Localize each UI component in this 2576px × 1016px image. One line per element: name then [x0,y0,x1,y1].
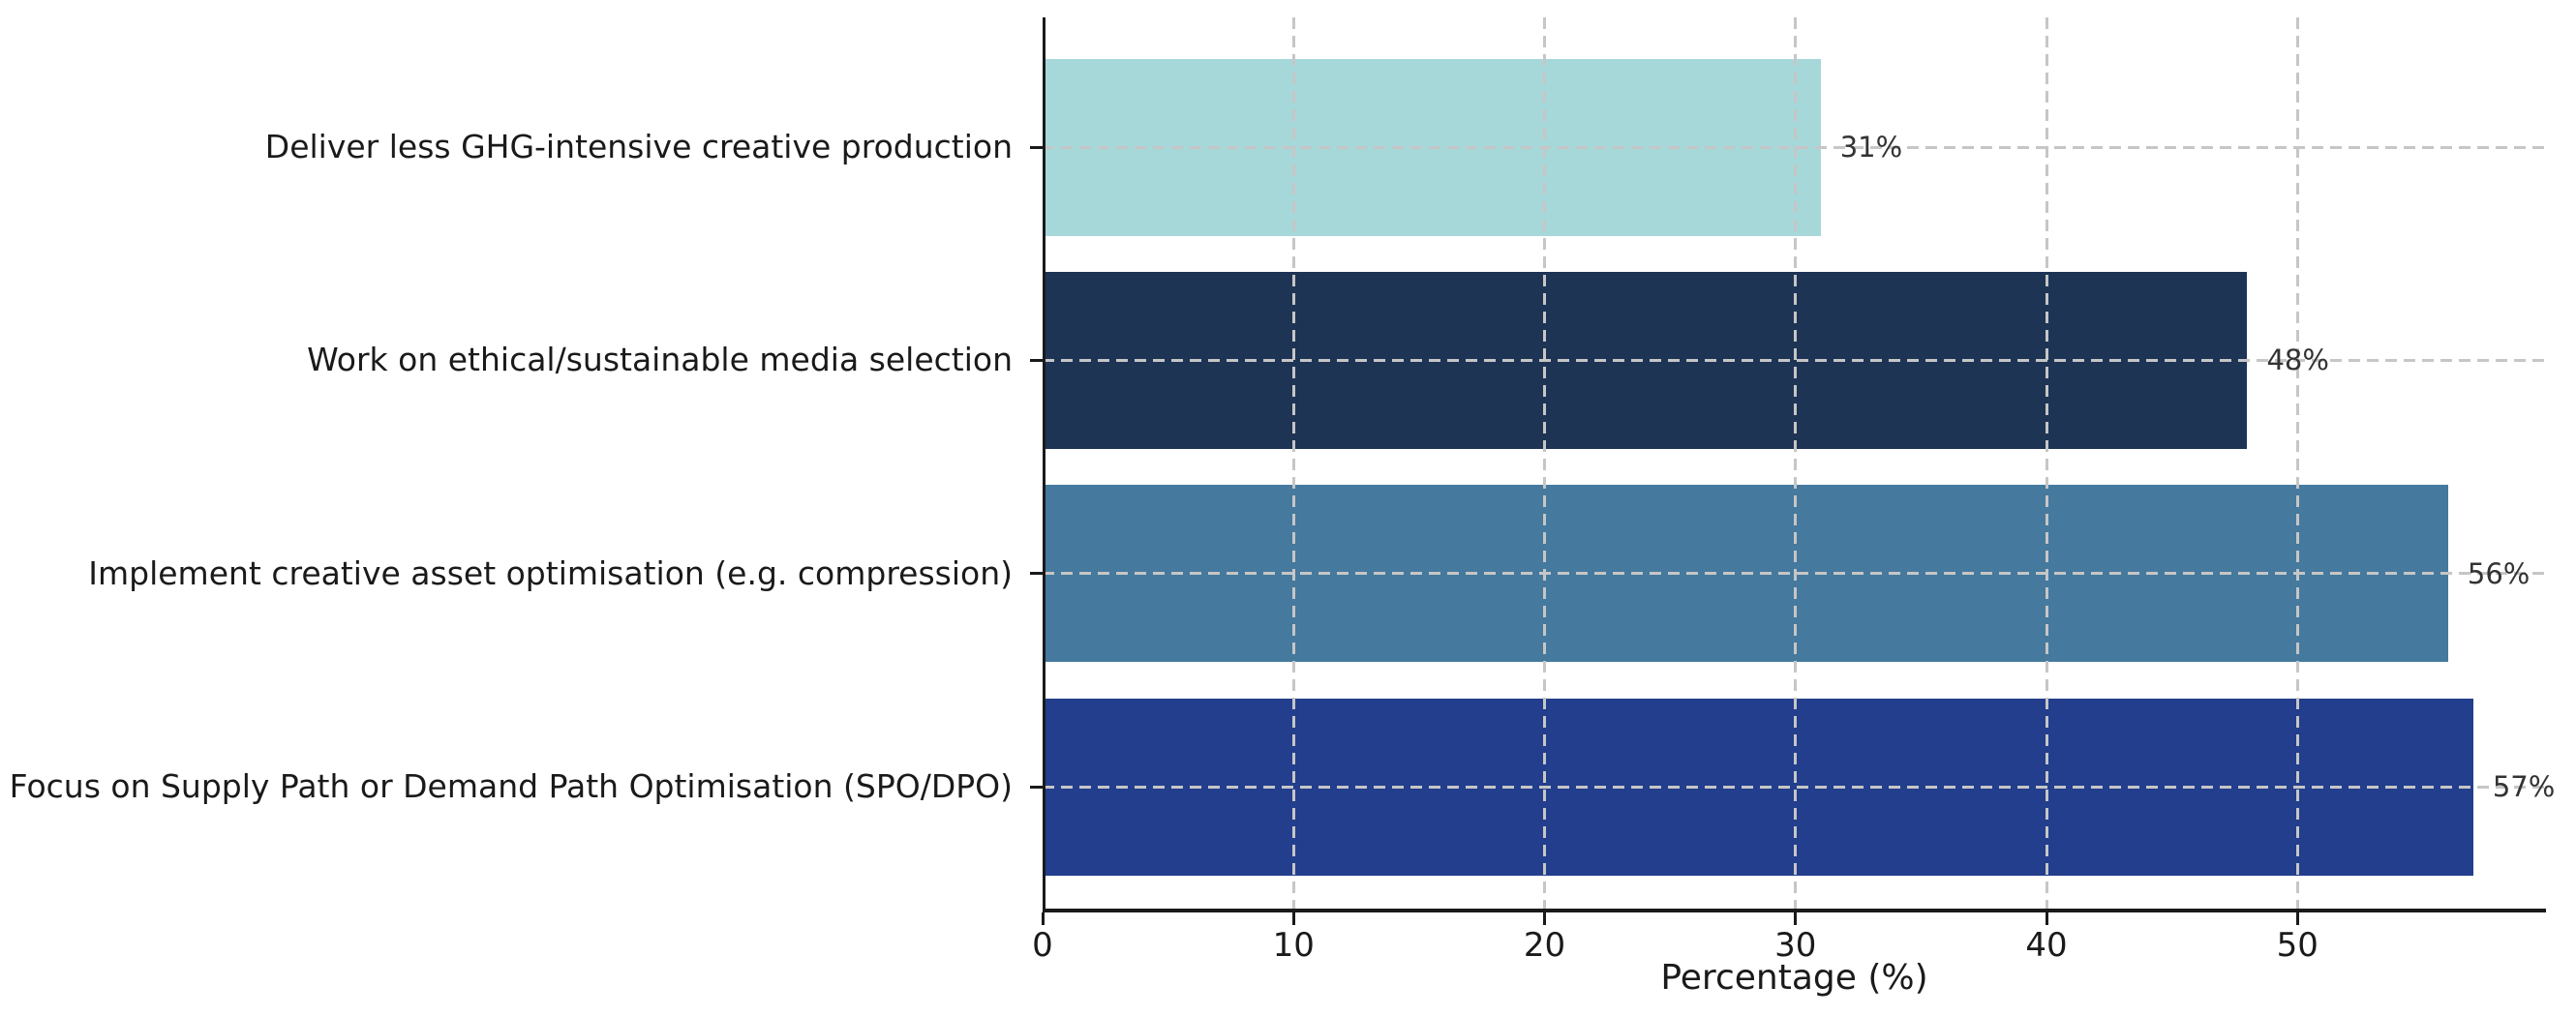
vertical-gridline [1543,17,1547,912]
x-axis-title: Percentage (%) [1660,958,1928,998]
x-tick-label: 20 [1523,926,1566,965]
x-tick-mark [2045,912,2048,925]
value-label: 57% [2492,770,2556,803]
y-tick-mark [1030,145,1043,149]
value-label: 56% [2467,556,2531,590]
category-label: Work on ethical/sustainable media select… [307,341,1013,379]
value-label: 48% [2266,344,2329,377]
horizontal-gridline [1043,572,2546,576]
x-tick-mark [1041,912,1045,925]
x-tick-label: 40 [2025,926,2068,965]
vertical-gridline [2295,17,2299,912]
x-tick-mark [1543,912,1547,925]
vertical-gridline [1291,17,1295,912]
vertical-gridline [2045,17,2048,912]
x-tick-mark [1794,912,1798,925]
y-tick-mark [1030,572,1043,576]
y-tick-mark [1030,785,1043,789]
value-label: 31% [1839,131,1903,164]
x-tick-label: 10 [1272,926,1315,965]
y-tick-mark [1030,358,1043,362]
x-tick-mark [2295,912,2299,925]
x-tick-mark [1291,912,1295,925]
x-tick-label: 50 [2276,926,2318,965]
x-tick-label: 0 [1032,926,1053,965]
horizontal-gridline [1043,358,2546,362]
category-label: Deliver less GHG-intensive creative prod… [264,128,1013,165]
x-tick-label: 30 [1774,926,1817,965]
category-label: Focus on Supply Path or Demand Path Opti… [9,767,1013,805]
category-label: Implement creative asset optimisation (e… [88,553,1013,592]
horizontal-gridline [1043,145,2546,149]
horizontal-gridline [1043,785,2546,789]
vertical-gridline [1794,17,1798,912]
